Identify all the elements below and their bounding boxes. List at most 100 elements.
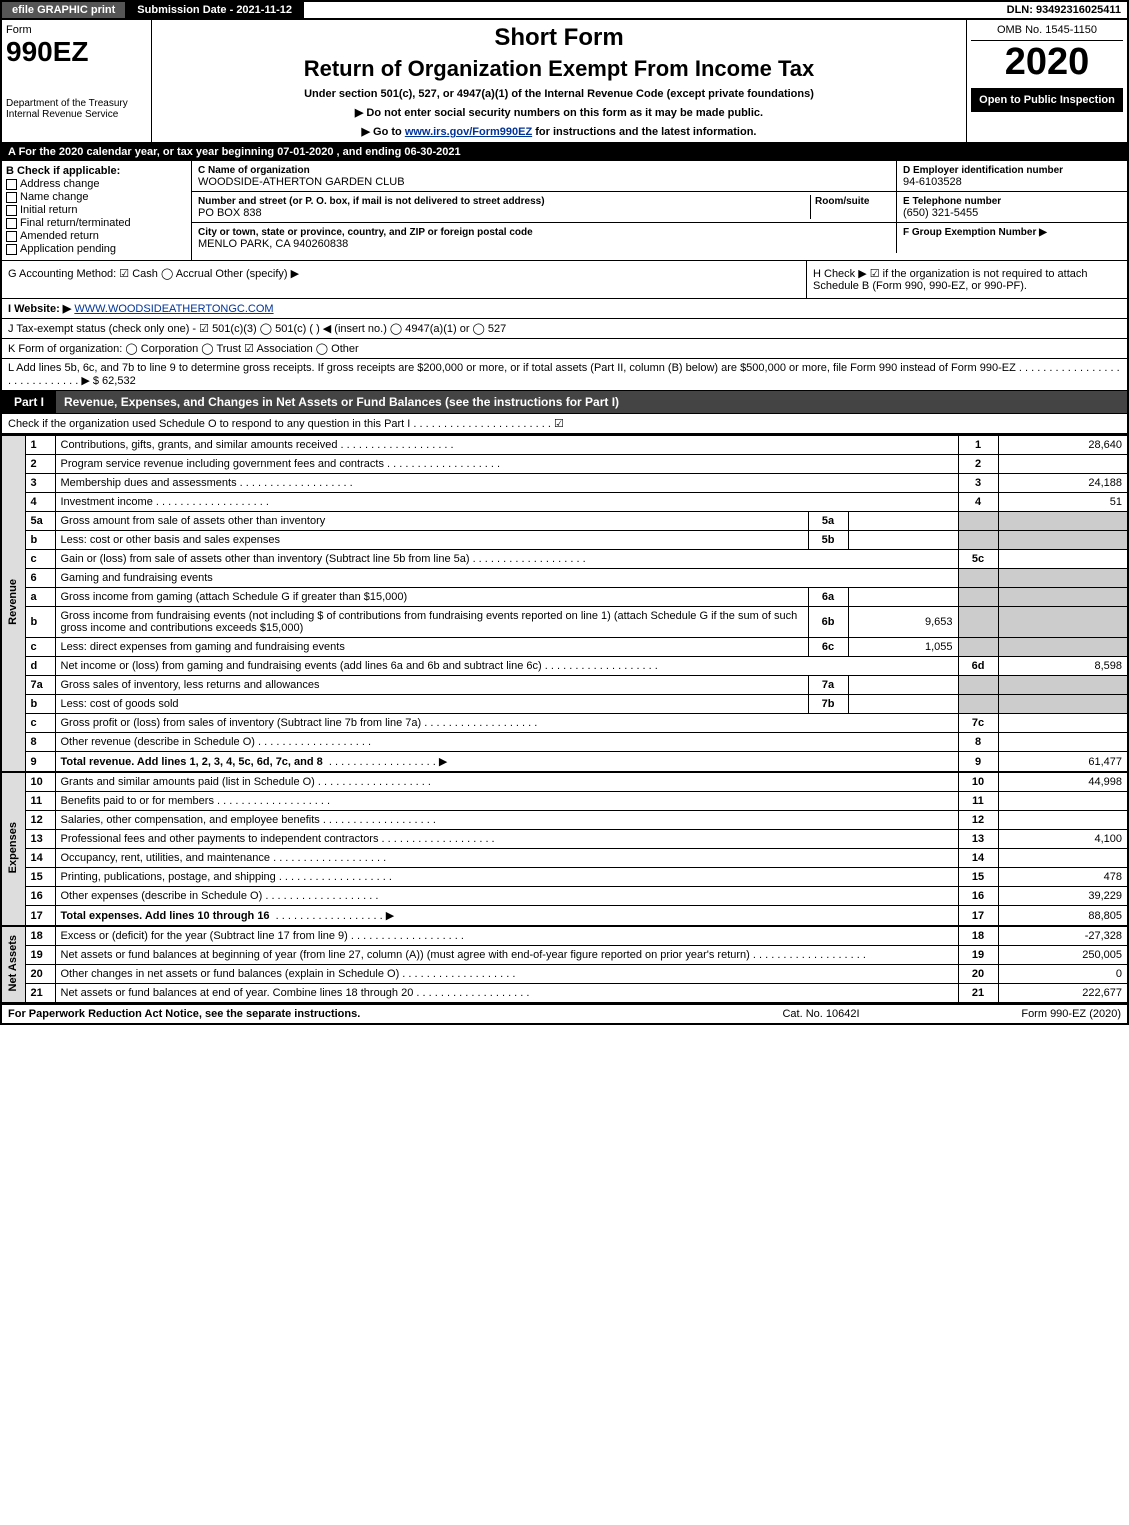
line-desc: Total revenue. Add lines 1, 2, 3, 4, 5c,… xyxy=(55,752,958,773)
footer-right: Form 990-EZ (2020) xyxy=(921,1008,1121,1020)
line-i: I Website: ▶ WWW.WOODSIDEATHERTONGC.COM xyxy=(0,299,1129,319)
line-desc: Gross sales of inventory, less returns a… xyxy=(55,676,808,695)
val-col: 222,677 xyxy=(998,984,1128,1003)
val-col: 250,005 xyxy=(998,946,1128,965)
line-desc: Investment income . . . . . . . . . . . … xyxy=(55,493,958,512)
sub-value xyxy=(848,531,958,550)
val-col: 0 xyxy=(998,965,1128,984)
line-col: 19 xyxy=(958,946,998,965)
line-number: 4 xyxy=(25,493,55,512)
sub-value xyxy=(848,588,958,607)
section-b: B Check if applicable: Address change Na… xyxy=(2,161,192,260)
submission-date-button[interactable]: Submission Date - 2021-11-12 xyxy=(127,2,304,18)
line-number: c xyxy=(25,714,55,733)
city-label: City or town, state or province, country… xyxy=(198,227,533,238)
city: MENLO PARK, CA 940260838 xyxy=(198,238,348,250)
val-col: 51 xyxy=(998,493,1128,512)
line-desc: Gain or (loss) from sale of assets other… xyxy=(55,550,958,569)
b-opt-address[interactable]: Address change xyxy=(6,178,187,190)
line-col xyxy=(958,676,998,695)
line-col: 21 xyxy=(958,984,998,1003)
b-opt-initial[interactable]: Initial return xyxy=(6,204,187,216)
val-col xyxy=(998,455,1128,474)
org-name: WOODSIDE-ATHERTON GARDEN CLUB xyxy=(198,176,405,188)
b-opt-name[interactable]: Name change xyxy=(6,191,187,203)
line-desc: Occupancy, rent, utilities, and maintena… xyxy=(55,849,958,868)
topbar-spacer xyxy=(304,2,1001,18)
line-desc: Grants and similar amounts paid (list in… xyxy=(55,772,958,792)
note-prefix: ▶ Go to xyxy=(362,126,405,138)
line-desc: Less: direct expenses from gaming and fu… xyxy=(55,638,808,657)
part1-tab: Part I xyxy=(2,391,56,413)
short-form-title: Short Form xyxy=(160,24,958,52)
b-opt-final[interactable]: Final return/terminated xyxy=(6,217,187,229)
line-desc: Other revenue (describe in Schedule O) .… xyxy=(55,733,958,752)
line-col: 12 xyxy=(958,811,998,830)
line-number: b xyxy=(25,695,55,714)
c-label: C Name of organization xyxy=(198,165,310,176)
line-number: 11 xyxy=(25,792,55,811)
line-col: 5c xyxy=(958,550,998,569)
section-gh: G Accounting Method: ☑ Cash ◯ Accrual Ot… xyxy=(0,261,1129,299)
line-col: 11 xyxy=(958,792,998,811)
line-desc: Membership dues and assessments . . . . … xyxy=(55,474,958,493)
sub-value xyxy=(848,695,958,714)
line-number: 13 xyxy=(25,830,55,849)
sub-label: 6b xyxy=(808,607,848,638)
dln-label: DLN: 93492316025411 xyxy=(1001,2,1127,18)
section-side-label: Revenue xyxy=(1,435,25,772)
line-number: 6 xyxy=(25,569,55,588)
val-col: 24,188 xyxy=(998,474,1128,493)
note-goto: ▶ Go to www.irs.gov/Form990EZ for instru… xyxy=(160,125,958,138)
line-desc: Less: cost of goods sold xyxy=(55,695,808,714)
line-number: 18 xyxy=(25,926,55,946)
sub-label: 7b xyxy=(808,695,848,714)
val-col: 39,229 xyxy=(998,887,1128,906)
val-col: 61,477 xyxy=(998,752,1128,773)
line-col xyxy=(958,531,998,550)
line-col: 1 xyxy=(958,435,998,455)
line-desc: Gross income from gaming (attach Schedul… xyxy=(55,588,808,607)
line-number: 21 xyxy=(25,984,55,1003)
b-opt-amended[interactable]: Amended return xyxy=(6,230,187,242)
main-table: Revenue1Contributions, gifts, grants, an… xyxy=(0,434,1129,1003)
part1-header: Part I Revenue, Expenses, and Changes in… xyxy=(0,391,1129,414)
line-desc: Total expenses. Add lines 10 through 16 … xyxy=(55,906,958,927)
val-col xyxy=(998,811,1128,830)
section-side-label: Net Assets xyxy=(1,926,25,1003)
efile-print-button[interactable]: efile GRAPHIC print xyxy=(2,2,127,18)
note-ssn: ▶ Do not enter social security numbers o… xyxy=(160,106,958,119)
line-h: H Check ▶ ☑ if the organization is not r… xyxy=(807,261,1127,298)
footer: For Paperwork Reduction Act Notice, see … xyxy=(0,1003,1129,1025)
line-desc: Benefits paid to or for members . . . . … xyxy=(55,792,958,811)
line-k: K Form of organization: ◯ Corporation ◯ … xyxy=(0,339,1129,359)
line-number: 15 xyxy=(25,868,55,887)
line-desc: Gross income from fundraising events (no… xyxy=(55,607,808,638)
line-col: 6d xyxy=(958,657,998,676)
line-col: 20 xyxy=(958,965,998,984)
line-desc: Other changes in net assets or fund bala… xyxy=(55,965,958,984)
line-number: 19 xyxy=(25,946,55,965)
website-link[interactable]: WWW.WOODSIDEATHERTONGC.COM xyxy=(74,303,273,315)
val-col xyxy=(998,714,1128,733)
line-col: 8 xyxy=(958,733,998,752)
line-number: d xyxy=(25,657,55,676)
line-col xyxy=(958,569,998,588)
b-opt-pending[interactable]: Application pending xyxy=(6,243,187,255)
top-bar: efile GRAPHIC print Submission Date - 20… xyxy=(0,0,1129,20)
irs-label: Internal Revenue Service xyxy=(6,109,147,120)
form-number: 990EZ xyxy=(6,36,147,68)
line-col xyxy=(958,512,998,531)
line-col: 10 xyxy=(958,772,998,792)
line-col xyxy=(958,607,998,638)
val-col xyxy=(998,792,1128,811)
val-col xyxy=(998,550,1128,569)
val-col xyxy=(998,638,1128,657)
line-number: 14 xyxy=(25,849,55,868)
val-col: 88,805 xyxy=(998,906,1128,927)
val-col xyxy=(998,512,1128,531)
part1-check: Check if the organization used Schedule … xyxy=(0,414,1129,434)
sub-label: 6a xyxy=(808,588,848,607)
irs-link[interactable]: www.irs.gov/Form990EZ xyxy=(405,126,532,138)
sub-label: 6c xyxy=(808,638,848,657)
